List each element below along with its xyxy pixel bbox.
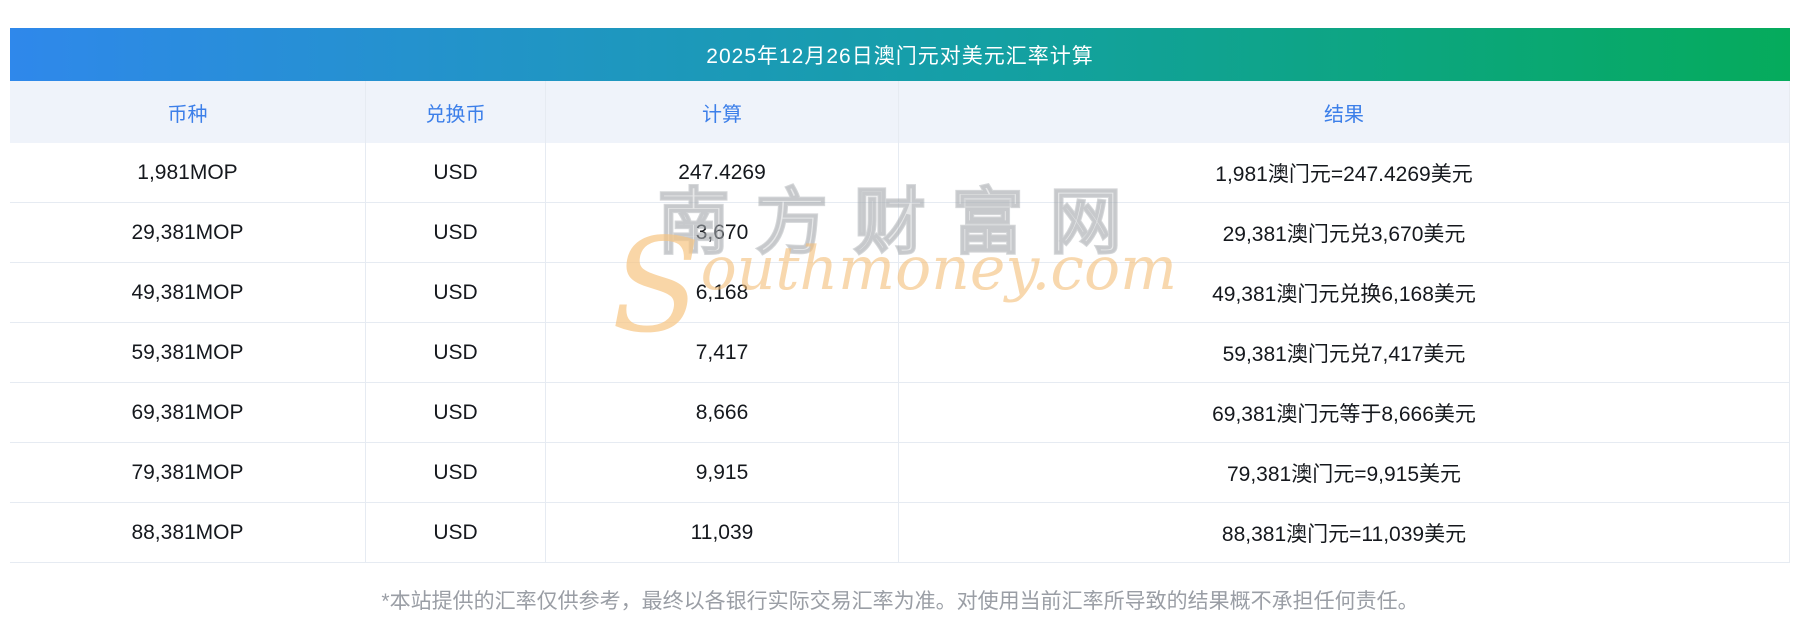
cell-currency: 29,381MOP xyxy=(131,220,244,244)
cell-currency: 88,381MOP xyxy=(131,520,244,544)
cell-calc: 8,666 xyxy=(545,383,898,442)
exchange-rate-table: 币种 兑换币 计算 结果 1,981MOP USD 247.4269 1,981… xyxy=(10,81,1790,563)
cell-target: USD xyxy=(365,383,545,442)
table-row: 1,981MOP USD 247.4269 1,981澳门元=247.4269美… xyxy=(10,143,1789,203)
cell-calc: 6,168 xyxy=(545,263,898,322)
cell-target: USD xyxy=(365,203,545,262)
cell-result: 1,981澳门元=247.4269美元 xyxy=(898,143,1789,202)
cell-currency: 69,381MOP xyxy=(131,400,244,424)
table-row: 79,381MOP USD 9,915 79,381澳门元=9,915美元 xyxy=(10,443,1789,503)
table-row: 29,381MOP USD 3,670 29,381澳门元兑3,670美元 xyxy=(10,203,1789,263)
cell-target: USD xyxy=(365,263,545,322)
table-header-row: 币种 兑换币 计算 结果 xyxy=(10,81,1789,143)
page-title: 2025年12月26日澳门元对美元汇率计算 xyxy=(706,44,1094,68)
table-row: 59,381MOP USD 7,417 59,381澳门元兑7,417美元 xyxy=(10,323,1789,383)
table-row: 69,381MOP USD 8,666 69,381澳门元等于8,666美元 xyxy=(10,383,1789,443)
column-header-result: 结果 xyxy=(898,81,1789,143)
table-row: 88,381MOP USD 11,039 88,381澳门元=11,039美元 xyxy=(10,503,1789,563)
cell-currency: 59,381MOP xyxy=(131,340,244,364)
cell-result: 88,381澳门元=11,039美元 xyxy=(898,503,1789,562)
cell-result: 79,381澳门元=9,915美元 xyxy=(898,443,1789,502)
cell-result: 49,381澳门元兑换6,168美元 xyxy=(898,263,1789,322)
page: 2025年12月26日澳门元对美元汇率计算 币种 兑换币 计算 结果 1,981… xyxy=(10,28,1790,613)
title-bar: 2025年12月26日澳门元对美元汇率计算 xyxy=(10,28,1790,81)
cell-calc: 3,670 xyxy=(545,203,898,262)
cell-calc: 9,915 xyxy=(545,443,898,502)
cell-currency: 1,981MOP xyxy=(137,160,238,184)
cell-target: USD xyxy=(365,143,545,202)
cell-target: USD xyxy=(365,323,545,382)
cell-target: USD xyxy=(365,443,545,502)
table-body: 1,981MOP USD 247.4269 1,981澳门元=247.4269美… xyxy=(10,143,1789,563)
cell-result: 69,381澳门元等于8,666美元 xyxy=(898,383,1789,442)
cell-currency: 49,381MOP xyxy=(131,280,244,304)
cell-result: 29,381澳门元兑3,670美元 xyxy=(898,203,1789,262)
column-header-target: 兑换币 xyxy=(365,81,545,143)
cell-currency: 79,381MOP xyxy=(131,460,244,484)
cell-calc: 7,417 xyxy=(545,323,898,382)
table-row: 49,381MOP USD 6,168 49,381澳门元兑换6,168美元 xyxy=(10,263,1789,323)
cell-calc: 247.4269 xyxy=(545,143,898,202)
column-header-currency: 币种 xyxy=(167,103,208,126)
cell-result: 59,381澳门元兑7,417美元 xyxy=(898,323,1789,382)
column-header-calc: 计算 xyxy=(545,81,898,143)
disclaimer-text: *本站提供的汇率仅供参考，最终以各银行实际交易汇率为准。对使用当前汇率所导致的结… xyxy=(381,590,1419,613)
cell-calc: 11,039 xyxy=(545,503,898,562)
cell-target: USD xyxy=(365,503,545,562)
